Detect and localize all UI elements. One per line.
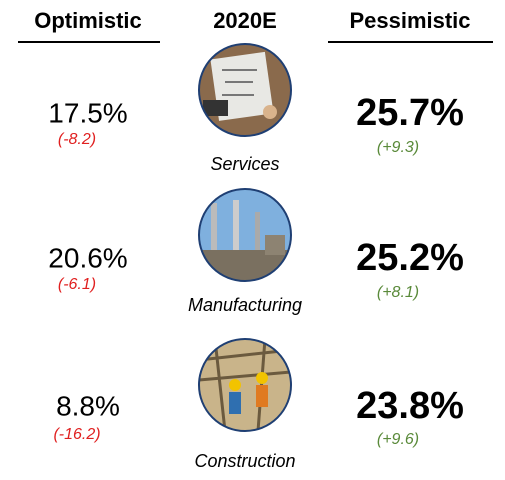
header-scenario: 2020E [213,8,277,33]
optimistic-change: (-8.2) [58,131,96,148]
optimistic-value: 8.8% [56,390,120,421]
optimistic-value: 17.5% [48,97,127,128]
optimistic-change: (-16.2) [53,426,100,443]
sector-label: Services [210,154,279,174]
pessimistic-change: (+9.3) [377,139,419,156]
pessimistic-value: 23.8% [356,385,464,427]
sector-label: Construction [194,451,295,471]
optimistic-change: (-6.1) [58,276,96,293]
pessimistic-value: 25.2% [356,237,464,279]
pessimistic-change: (+9.6) [377,431,419,448]
header-optimistic: Optimistic [34,8,142,33]
infographic: Optimistic 2020E Pessimistic 17.5% (-8.2)… [0,0,505,475]
pessimistic-change: (+8.1) [377,284,419,301]
header-pessimistic: Pessimistic [349,8,470,33]
optimistic-value: 20.6% [48,242,127,273]
pessimistic-value: 25.7% [356,92,464,134]
sector-label: Manufacturing [188,295,302,315]
